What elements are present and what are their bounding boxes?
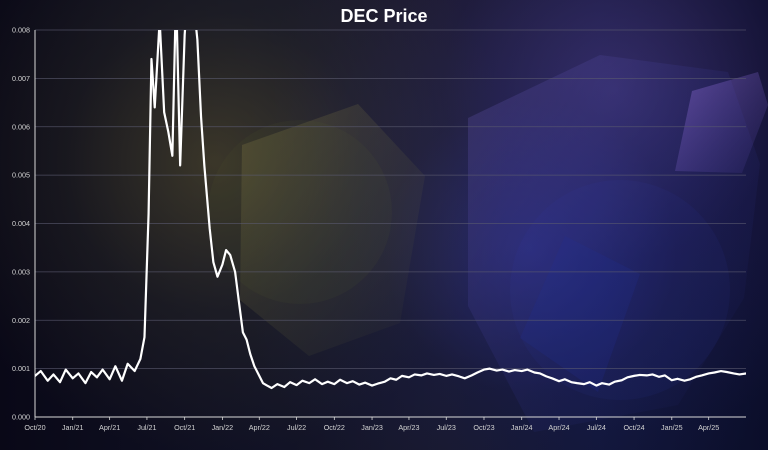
x-tick-label: Apr/24 <box>548 423 569 432</box>
x-tick-label: Oct/21 <box>174 423 195 432</box>
y-tick-label: 0.007 <box>12 74 30 83</box>
axis-layer <box>34 30 746 420</box>
x-tick-label: Jan/24 <box>511 423 533 432</box>
y-tick-label: 0.008 <box>12 26 30 35</box>
x-tick-label: Jul/24 <box>587 423 606 432</box>
label-layer: 0.000 0.001 0.002 0.003 0.004 0.005 0.006 0.007… <box>12 26 719 433</box>
series-layer <box>35 30 746 390</box>
y-tick-label: 0.006 <box>12 122 30 131</box>
y-tick-label: 0.000 <box>12 413 30 422</box>
decorative-circle-right <box>510 180 730 400</box>
chart-title: DEC Price <box>340 6 428 26</box>
decorative-left-shadow <box>240 104 425 356</box>
y-tick-label: 0.002 <box>12 316 30 325</box>
dec-price-line <box>35 30 746 390</box>
decorative-gem-shadow <box>520 236 640 392</box>
y-tick-label: 0.004 <box>12 219 30 228</box>
x-tick-label: Apr/22 <box>249 423 270 432</box>
x-tick-label: Jan/25 <box>661 423 683 432</box>
x-tick-label: Oct/23 <box>473 423 494 432</box>
x-tick-label: Oct/20 <box>24 423 45 432</box>
x-tick-label: Oct/22 <box>324 423 345 432</box>
x-tick-label: Jul/23 <box>437 423 456 432</box>
x-tick-label: Jan/23 <box>361 423 383 432</box>
x-tick-label: Jul/22 <box>287 423 306 432</box>
x-tick-label: Jul/21 <box>137 423 156 432</box>
x-tick-label: Oct/24 <box>623 423 644 432</box>
x-tick-label: Apr/25 <box>698 423 719 432</box>
x-tick-label: Apr/21 <box>99 423 120 432</box>
y-tick-label: 0.005 <box>12 171 30 180</box>
decorative-circle-left <box>208 120 392 304</box>
y-tick-label: 0.001 <box>12 364 30 373</box>
grid-layer <box>35 29 746 418</box>
x-tick-label: Jan/21 <box>62 423 84 432</box>
x-tick-label: Apr/23 <box>398 423 419 432</box>
decorative-gem-top <box>675 72 768 173</box>
y-tick-label: 0.003 <box>12 267 30 276</box>
x-tick-label: Jan/22 <box>212 423 234 432</box>
